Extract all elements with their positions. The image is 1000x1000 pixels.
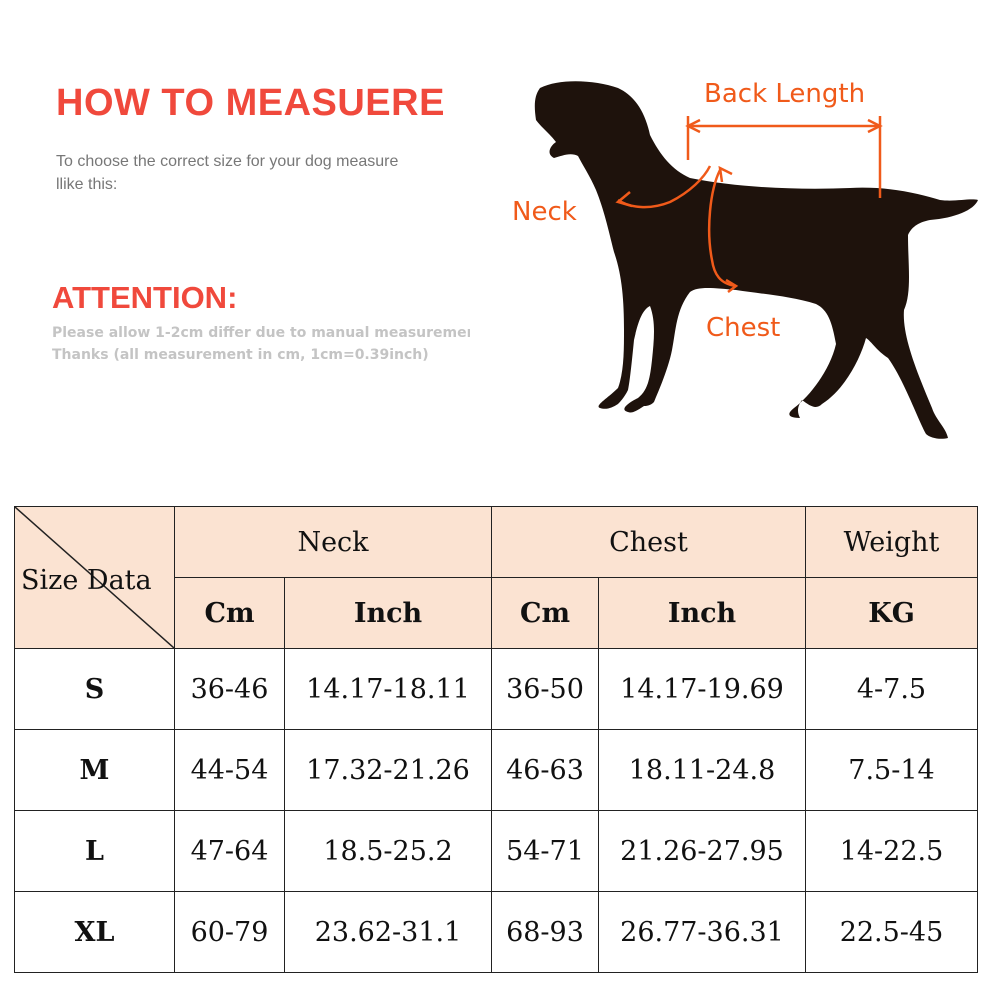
chest-inch-cell: 21.26-27.95: [598, 810, 806, 892]
size-chart-table: Size Data Neck Chest Weight Cm Inch Cm I…: [14, 506, 978, 973]
neck-group-header: Neck: [174, 506, 492, 578]
chest-inch-cell: 14.17-19.69: [598, 648, 806, 730]
neck-label: Neck: [512, 197, 577, 227]
chest-cm-cell: 54-71: [491, 810, 599, 892]
chest-cm-cell: 68-93: [491, 891, 599, 973]
weight-cell: 4-7.5: [805, 648, 978, 730]
weight-cell: 14-22.5: [805, 810, 978, 892]
size-cell: M: [14, 729, 175, 811]
page-title: HOW TO MEASUERE: [56, 82, 445, 124]
chest-inch-header: Inch: [598, 577, 806, 649]
table-row: XL 60-79 23.62-31.1 68-93 26.77-36.31 22…: [14, 891, 978, 973]
chest-inch-cell: 18.11-24.8: [598, 729, 806, 811]
attention-note: Please allow 1-2cm differ due to manual …: [52, 322, 470, 366]
table-row: S 36-46 14.17-18.11 36-50 14.17-19.69 4-…: [14, 648, 978, 730]
neck-inch-cell: 23.62-31.1: [284, 891, 492, 973]
attention-heading: ATTENTION:: [52, 280, 238, 315]
chest-cm-cell: 36-50: [491, 648, 599, 730]
weight-group-header: Weight: [805, 506, 978, 578]
neck-cm-header: Cm: [174, 577, 285, 649]
weight-kg-header: KG: [805, 577, 978, 649]
table-row: M 44-54 17.32-21.26 46-63 18.11-24.8 7.5…: [14, 729, 978, 811]
chest-cm-cell: 46-63: [491, 729, 599, 811]
neck-cm-cell: 60-79: [174, 891, 285, 973]
weight-cell: 7.5-14: [805, 729, 978, 811]
size-data-corner-cell: Size Data: [14, 506, 175, 649]
neck-inch-cell: 14.17-18.11: [284, 648, 492, 730]
neck-inch-header: Inch: [284, 577, 492, 649]
size-data-label: Size Data: [21, 565, 152, 596]
size-cell: L: [14, 810, 175, 892]
back-length-label: Back Length: [704, 79, 865, 109]
table-row: L 47-64 18.5-25.2 54-71 21.26-27.95 14-2…: [14, 810, 978, 892]
chest-group-header: Chest: [491, 506, 806, 578]
neck-cm-cell: 36-46: [174, 648, 285, 730]
dog-measurement-diagram: Back Length Neck Chest: [500, 60, 990, 460]
chest-label: Chest: [706, 313, 780, 343]
chest-inch-cell: 26.77-36.31: [598, 891, 806, 973]
intro-subtitle: To choose the correct size for your dog …: [56, 153, 399, 193]
attention-note-line-1: Please allow 1-2cm differ due to manual …: [52, 325, 470, 341]
neck-inch-cell: 17.32-21.26: [284, 729, 492, 811]
neck-cm-cell: 44-54: [174, 729, 285, 811]
dog-silhouette-icon: [534, 81, 978, 439]
neck-cm-cell: 47-64: [174, 810, 285, 892]
size-cell: XL: [14, 891, 175, 973]
weight-cell: 22.5-45: [805, 891, 978, 973]
attention-note-line-2: Thanks (all measurement in cm, 1cm=0.39i…: [52, 347, 429, 363]
neck-inch-cell: 18.5-25.2: [284, 810, 492, 892]
chest-cm-header: Cm: [491, 577, 599, 649]
size-cell: S: [14, 648, 175, 730]
